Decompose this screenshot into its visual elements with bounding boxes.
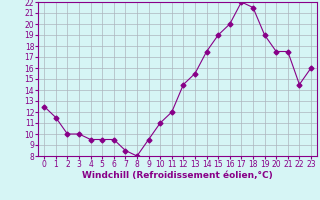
X-axis label: Windchill (Refroidissement éolien,°C): Windchill (Refroidissement éolien,°C) xyxy=(82,171,273,180)
